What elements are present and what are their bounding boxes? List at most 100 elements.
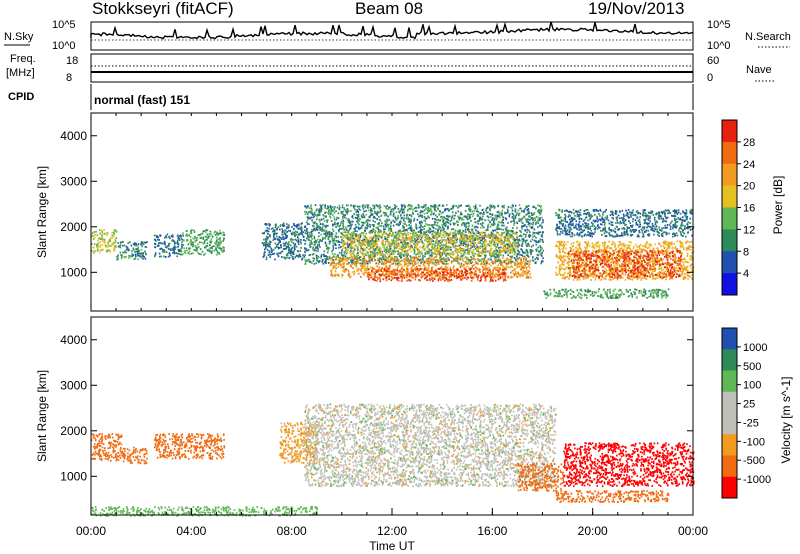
data-cell — [421, 242, 424, 244]
data-cell — [527, 255, 529, 257]
data-cell — [331, 250, 333, 253]
data-cell — [527, 252, 529, 254]
data-cell — [269, 253, 271, 256]
data-cell — [443, 232, 445, 234]
data-cell — [295, 245, 298, 248]
data-cell — [301, 257, 304, 260]
data-cell — [331, 238, 334, 241]
data-cell — [324, 257, 326, 260]
data-cell — [341, 227, 344, 230]
data-cell — [403, 253, 405, 256]
data-cell — [459, 216, 461, 219]
data-cell — [442, 246, 445, 249]
data-cell — [425, 250, 428, 253]
data-cell — [215, 249, 218, 252]
data-cell — [347, 225, 349, 227]
data-cell — [457, 232, 460, 235]
data-cell — [371, 256, 373, 259]
data-cell — [537, 231, 539, 234]
data-cell — [354, 204, 357, 207]
data-cell — [404, 220, 406, 223]
data-cell — [292, 242, 295, 244]
data-cell — [470, 247, 472, 250]
data-cell — [430, 261, 433, 264]
data-cell — [381, 222, 383, 225]
data-cell — [312, 247, 314, 250]
data-cell — [343, 243, 346, 245]
data-cell — [439, 248, 442, 250]
data-cell — [461, 237, 464, 240]
data-cell — [320, 233, 322, 236]
data-cell — [359, 205, 361, 208]
data-cell — [281, 250, 284, 253]
data-cell — [487, 258, 489, 261]
data-cell — [347, 233, 350, 236]
data-cell — [344, 214, 346, 217]
data-cell — [430, 224, 433, 226]
data-cell — [338, 208, 341, 211]
data-cell — [162, 249, 165, 251]
data-cell — [189, 247, 191, 250]
data-cell — [117, 245, 120, 248]
data-cell — [218, 244, 221, 247]
data-cell — [311, 228, 313, 231]
data-cell — [276, 243, 278, 246]
data-cell — [284, 244, 286, 246]
data-cell — [362, 232, 364, 235]
data-cell — [275, 225, 277, 227]
data-cell — [405, 237, 408, 240]
data-cell — [529, 251, 532, 253]
data-cell — [320, 257, 322, 259]
data-cell — [458, 262, 461, 265]
data-cell — [535, 232, 538, 234]
cpid-panel: CPID normal (fast) 151 — [8, 84, 694, 110]
data-cell — [433, 263, 436, 265]
data-cell — [94, 250, 97, 252]
data-cell — [349, 221, 351, 223]
data-cell — [343, 228, 345, 231]
data-cell — [434, 242, 437, 245]
data-cell — [512, 220, 514, 222]
data-cell — [442, 211, 444, 214]
data-cell — [467, 249, 470, 251]
data-cell — [535, 256, 538, 259]
data-cell — [342, 256, 344, 258]
data-cell — [130, 255, 132, 258]
data-cell — [403, 208, 405, 211]
data-cell — [520, 210, 523, 213]
data-cell — [378, 252, 381, 254]
data-cell — [485, 249, 487, 251]
data-cell — [482, 247, 484, 249]
data-cell — [353, 254, 356, 257]
data-cell — [391, 241, 394, 244]
data-cell — [382, 255, 384, 257]
data-cell — [542, 260, 544, 263]
data-cell — [363, 249, 365, 252]
data-cell — [299, 250, 302, 252]
data-cell — [308, 236, 310, 238]
data-cell — [428, 250, 430, 252]
data-cell — [463, 223, 466, 226]
data-cell — [307, 249, 310, 251]
data-cell — [195, 246, 197, 248]
data-cell — [426, 230, 428, 233]
data-cell — [294, 230, 297, 233]
data-cell — [337, 256, 340, 259]
data-cell — [334, 223, 336, 226]
data-cell — [529, 263, 531, 266]
data-cell — [475, 247, 477, 250]
data-cell — [528, 236, 531, 238]
data-cell — [392, 233, 394, 236]
data-cell — [203, 236, 205, 239]
data-cell — [111, 242, 113, 245]
data-cell — [299, 233, 302, 235]
data-cell — [404, 231, 406, 234]
data-cell — [174, 241, 177, 244]
data-cell — [495, 218, 498, 221]
data-cell — [136, 249, 139, 252]
data-cell — [193, 249, 195, 251]
data-cell — [532, 236, 534, 238]
data-cell — [509, 247, 512, 249]
data-cell — [322, 225, 324, 228]
data-cell — [315, 227, 317, 230]
